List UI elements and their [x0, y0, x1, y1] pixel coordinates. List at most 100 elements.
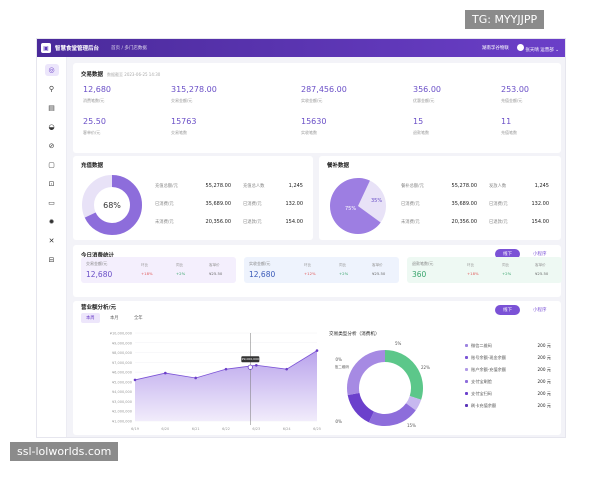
tile-metric-value: +2%	[176, 271, 186, 276]
y-tick-label: ¥2,000,000	[112, 410, 132, 414]
gear-icon[interactable]: ✹	[48, 218, 55, 226]
ring-center-label: 微信二维码	[335, 364, 349, 369]
row-label: 未消费/元	[155, 220, 174, 225]
tile-metric-label: 环比	[467, 263, 475, 267]
revenue-offline-button[interactable]: 线下	[495, 305, 520, 315]
row-label: 餐补总额/元	[401, 184, 424, 189]
tile-metric-value: ¥25.50	[209, 271, 223, 276]
y-tick-label: ¥1,000,000	[112, 420, 132, 424]
stat-value: 15763	[171, 117, 197, 126]
tile-metric-label: 客单价	[209, 263, 220, 267]
today-tile: 交易金额/元 12,680 环比 +18% 同比 +2% 客单价 ¥25.50	[81, 257, 236, 283]
user-icon[interactable]: ⚲	[48, 85, 55, 93]
row-label-2: 发放人数	[489, 184, 507, 189]
tile-metric-value: +18%	[467, 271, 479, 276]
today-tile: 退款笔数/元 360 环比 +18% 同比 +2% 客单价 ¥25.50	[407, 257, 562, 283]
ring-segment	[368, 402, 416, 426]
hover-point	[247, 364, 253, 370]
legend-value: 200 元	[537, 355, 551, 360]
data-point	[315, 349, 319, 352]
legend-value: 200 元	[537, 403, 551, 408]
ring-pct-label: 20%	[335, 357, 342, 362]
y-tick-label: ¥3,000,000	[112, 400, 132, 404]
avatar	[516, 43, 524, 51]
cart-icon[interactable]: ⊟	[48, 256, 55, 264]
tooltip-text: ¥9,000,000	[242, 357, 259, 361]
stat-label: 实收笔数	[301, 130, 317, 135]
stat-value: 356.00	[413, 85, 441, 94]
compass-icon[interactable]: ⊘	[48, 142, 55, 150]
tab-year[interactable]: 全年	[134, 316, 143, 321]
watermark-bottom: ssl-lolworlds.com	[10, 442, 119, 461]
tile-metric-label: 同比	[502, 263, 510, 267]
tile-name: 交易金额/元	[86, 261, 108, 266]
legend-label: 刷卡充值余额	[471, 403, 497, 408]
stat-label: 交易笔数	[171, 130, 187, 135]
breadcrumb[interactable]: 首页 / 多门店数据	[111, 46, 147, 51]
legend-swatch	[465, 380, 468, 383]
bowl-icon[interactable]: ◒	[48, 123, 55, 131]
legend-value: 200 元	[537, 367, 551, 372]
revenue-mini-button[interactable]: 小程序	[533, 308, 547, 313]
today-tile: 实收金额/元 12,680 环比 +12% 同比 +2% 客单价 ¥25.50	[244, 257, 399, 283]
data-point	[133, 378, 137, 382]
tab-week[interactable]: 本周	[81, 313, 100, 323]
subsidy-pie: 75% 35%	[330, 178, 386, 234]
legend-swatch	[465, 404, 468, 407]
stat-label: 客单价/元	[83, 130, 101, 135]
stat-label: 退款笔数	[413, 130, 429, 135]
stat-value: 11	[501, 117, 512, 126]
subsidy-pct-b: 35%	[371, 198, 382, 204]
y-tick-label: ¥7,000,000	[112, 361, 132, 365]
subsidy-title: 餐补数据	[327, 163, 350, 169]
trade-title: 交易数据 数据截至 2023-06-25 14:30	[81, 72, 161, 78]
stat-label: 消费笔数/元	[83, 98, 105, 103]
legend-value: 200 元	[537, 391, 551, 396]
data-point	[255, 363, 258, 367]
payment-type-ring: 20% 5% 22% 15% 30% 微信二维码	[335, 341, 430, 428]
card-icon[interactable]: ▭	[48, 199, 55, 207]
box-icon[interactable]: ⊡	[48, 180, 55, 188]
tile-name: 退款笔数/元	[412, 261, 434, 266]
legend-label: 微信二维码	[471, 343, 492, 348]
file-icon[interactable]: ▢	[48, 161, 55, 169]
recharge-card: 充值数据 68% 充值总额/元 55,278.00 充值总人数 1,245 已消费/元 3…	[73, 156, 313, 240]
tab-month[interactable]: 本月	[110, 316, 119, 321]
today-offline-button[interactable]: 线下	[495, 249, 520, 259]
recharge-pct: 68%	[103, 201, 121, 210]
ring-segment	[405, 395, 422, 411]
ring-segment	[384, 350, 423, 400]
y-tick-label: ¥10,000,000	[110, 332, 132, 336]
area-fill	[135, 350, 317, 421]
watermark-top: TG: MYYJJPP	[465, 10, 545, 29]
x-tick-label: 6/19	[131, 427, 139, 431]
legend-swatch	[465, 392, 468, 395]
recharge-title: 充值数据	[81, 163, 104, 169]
row-value: 35,689.00	[205, 201, 231, 207]
user-menu[interactable]: 张天晴 运营部 ⌄	[516, 43, 559, 53]
store-icon[interactable]: ▤	[48, 104, 55, 112]
tile-value: 12,680	[86, 270, 113, 279]
tile-value: 12,680	[249, 270, 276, 279]
trade-card: 交易数据 数据截至 2023-06-25 14:30 12,680 消费笔数/元 31…	[73, 63, 561, 153]
tile-metric-value: +12%	[304, 271, 316, 276]
x-tick-label: 6/23	[252, 427, 260, 431]
revenue-card: 营业额分析/元 本周 本月 全年 线下 小程序 ¥10,000,000 ¥9,00…	[73, 301, 561, 435]
stat-value: 315,278.00	[171, 85, 217, 94]
legend-swatch	[465, 356, 468, 359]
row-value: 55,278.00	[205, 183, 231, 189]
home-icon[interactable]: ◎	[44, 64, 59, 76]
org-name: 湖南孚谷物联	[481, 46, 509, 51]
tile-metric-label: 客单价	[372, 263, 383, 267]
tools-icon[interactable]: ✕	[48, 237, 55, 245]
y-tick-label: ¥4,000,000	[112, 390, 132, 394]
subsidy-pct-a: 75%	[345, 206, 356, 212]
data-point	[194, 376, 197, 380]
top-bar: ▣ 智慧食堂管理后台 首页 / 多门店数据 湖南孚谷物联 张天晴 运营部 ⌄	[37, 39, 565, 57]
today-mini-button[interactable]: 小程序	[533, 252, 547, 257]
x-tick-label: 6/20	[161, 427, 169, 431]
tile-metric-label: 同比	[339, 263, 347, 267]
ring-segment	[347, 350, 386, 396]
tile-value: 360	[412, 270, 427, 279]
y-tick-label: ¥8,000,000	[112, 351, 132, 355]
